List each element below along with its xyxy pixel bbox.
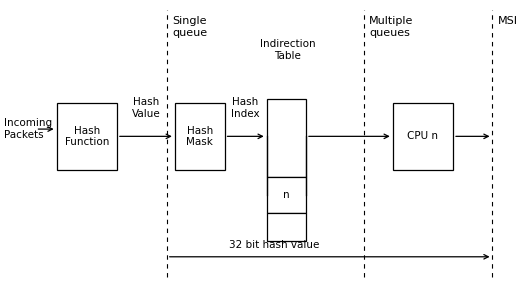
Bar: [175, 103, 224, 170]
Text: Indirection
Table: Indirection Table: [260, 39, 315, 61]
Text: CPU n: CPU n: [408, 131, 438, 141]
Text: Multiple
queues: Multiple queues: [369, 16, 413, 38]
Text: n: n: [283, 190, 290, 200]
Text: 32 bit hash value: 32 bit hash value: [229, 240, 319, 250]
Text: Hash
Function: Hash Function: [64, 125, 109, 147]
Text: MSI: MSI: [498, 16, 518, 26]
Bar: [267, 99, 306, 177]
Text: Incoming
Packets: Incoming Packets: [4, 118, 52, 140]
Bar: [56, 103, 117, 170]
Text: Hash
Mask: Hash Mask: [186, 125, 213, 147]
Text: Hash
Index: Hash Index: [231, 97, 260, 119]
Bar: [393, 103, 453, 170]
Bar: [267, 177, 306, 213]
Text: Single
queue: Single queue: [172, 16, 207, 38]
Text: Hash
Value: Hash Value: [131, 97, 160, 119]
Bar: [267, 213, 306, 241]
